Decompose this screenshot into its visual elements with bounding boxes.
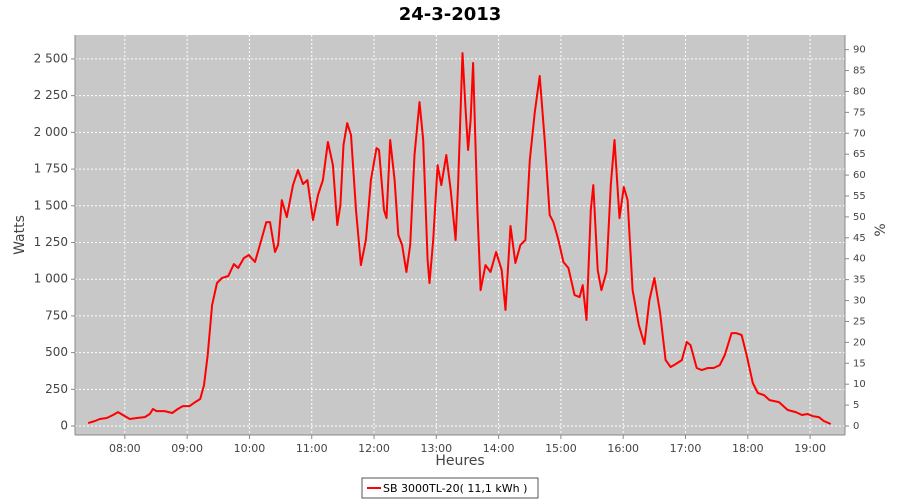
x-tick-label: 18:00 xyxy=(732,442,764,455)
plot-area xyxy=(75,35,845,435)
y2-tick-label: 65 xyxy=(853,149,866,160)
y2-tick-label: 70 xyxy=(853,128,866,139)
y-tick-label: 1 500 xyxy=(34,198,68,212)
x-tick-label: 09:00 xyxy=(171,442,203,455)
chart-title: 24-3-2013 xyxy=(399,4,502,25)
y2-tick-label: 35 xyxy=(853,275,866,286)
legend-label: SB 3000TL-20( 11,1 kWh ) xyxy=(383,482,527,495)
x-tick-label: 16:00 xyxy=(607,442,639,455)
y2-tick-label: 85 xyxy=(853,66,866,77)
x-tick-label: 08:00 xyxy=(109,442,141,455)
y2-tick-label: 80 xyxy=(853,86,866,97)
y2-axis-label: % xyxy=(873,223,889,236)
y-tick-label: 500 xyxy=(45,345,68,359)
y2-tick-label: 50 xyxy=(853,212,866,223)
y2-tick-label: 20 xyxy=(853,337,866,348)
y2-tick-label: 55 xyxy=(853,191,866,202)
data-line xyxy=(87,52,832,425)
y2-tick-label: 45 xyxy=(853,233,866,244)
y-tick-label: 1 750 xyxy=(34,162,68,176)
y-tick-label: 1 000 xyxy=(34,272,68,286)
legend-box xyxy=(361,477,539,499)
y-tick-label: 750 xyxy=(45,308,68,322)
y-axis-label: Watts xyxy=(12,215,28,255)
x-tick-label: 11:00 xyxy=(296,442,328,455)
x-tick-label: 17:00 xyxy=(670,442,702,455)
y2-tick-label: 60 xyxy=(853,170,866,181)
y2-tick-label: 5 xyxy=(853,400,859,411)
y2-tick-label: 30 xyxy=(853,296,866,307)
y2-tick-label: 10 xyxy=(853,379,866,390)
x-tick-label: 15:00 xyxy=(545,442,577,455)
x-tick-label: 12:00 xyxy=(358,442,390,455)
y-tick-label: 250 xyxy=(45,382,68,396)
y-tick-label: 0 xyxy=(60,419,68,433)
y-tick-label: 2 250 xyxy=(34,88,68,102)
y2-tick-label: 90 xyxy=(853,45,866,56)
y-tick-label: 2 000 xyxy=(34,125,68,139)
y2-tick-label: 75 xyxy=(853,107,866,118)
y2-tick-label: 0 xyxy=(853,421,859,432)
x-axis-label: Heures xyxy=(435,453,484,469)
x-tick-label: 10:00 xyxy=(234,442,266,455)
y2-tick-label: 15 xyxy=(853,358,866,369)
x-tick-label: 13:00 xyxy=(420,442,452,455)
y-tick-label: 1 250 xyxy=(34,235,68,249)
y-tick-label: 2 500 xyxy=(34,51,68,65)
x-tick-label: 19:00 xyxy=(794,442,826,455)
y2-tick-label: 40 xyxy=(853,254,866,265)
x-tick-label: 14:00 xyxy=(483,442,515,455)
y2-tick-label: 25 xyxy=(853,316,866,327)
